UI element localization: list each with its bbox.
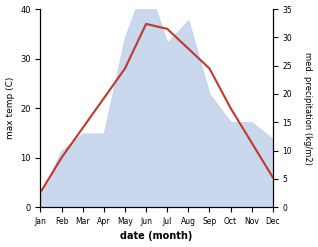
X-axis label: date (month): date (month) (121, 231, 193, 242)
Y-axis label: med. precipitation (kg/m2): med. precipitation (kg/m2) (303, 52, 313, 165)
Y-axis label: max temp (C): max temp (C) (5, 77, 15, 139)
